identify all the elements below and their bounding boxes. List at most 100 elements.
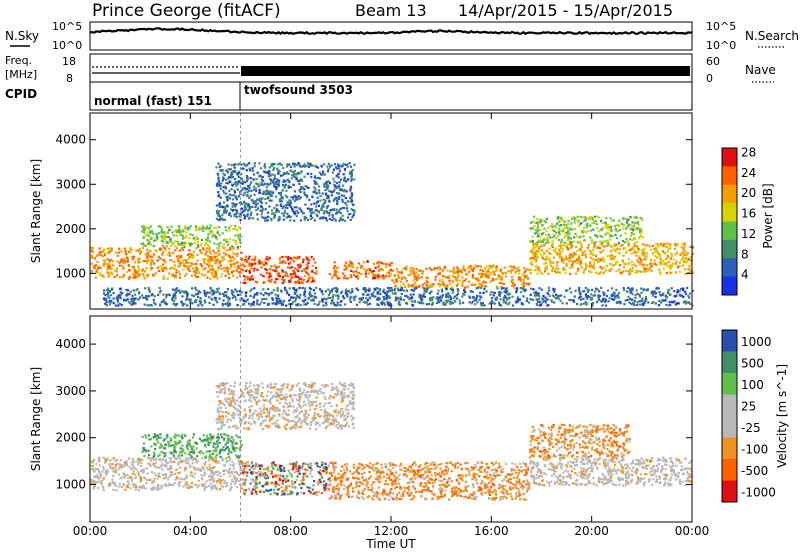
power-colorbar-label: Power [dB] — [761, 183, 775, 248]
noise-left-tick-top: 10^5 — [52, 20, 82, 33]
power-colorbar-segment — [722, 276, 737, 296]
time-tick-label: 00:00 — [675, 524, 710, 538]
velocity-ytick-label: 4000 — [55, 337, 86, 351]
power-colorbar-tick: 4 — [741, 268, 749, 282]
velocity-region-2 — [241, 461, 331, 496]
power-region-1 — [240, 255, 318, 285]
velocity-colorbar-segment — [722, 351, 737, 374]
cpid-label: CPID — [5, 87, 37, 101]
time-tick-label: 16:00 — [474, 524, 509, 538]
freq-panel: Freq. [MHz] 18 8 60 0 Nave — [5, 53, 776, 85]
power-region-5 — [529, 215, 644, 245]
power-colorbar-tick: 16 — [741, 207, 756, 221]
velocity-ytick-label: 1000 — [55, 478, 86, 492]
power-ytick-label: 4000 — [55, 133, 86, 147]
velocity-colorbar-segment — [722, 394, 737, 417]
power-region-2 — [328, 260, 393, 280]
noise-sky-label: N.Sky — [5, 29, 39, 43]
noise-panel: N.Sky 10^5 10^0 10^5 10^0 N.Search — [5, 20, 799, 52]
velocity-y-axis: 1000 2000 3000 4000 — [55, 337, 692, 492]
noise-right-tick-bottom: 10^0 — [706, 39, 736, 52]
power-ylabel: Slant Range [km] — [29, 159, 43, 263]
power-colorbar-segment — [722, 221, 737, 241]
power-region-7 — [215, 162, 356, 222]
velocity-ylabel: Slant Range [km] — [29, 367, 43, 471]
power-region-8 — [102, 286, 694, 307]
power-colorbar-segment — [722, 203, 737, 222]
power-colorbar-segment — [722, 184, 737, 204]
power-panel: 1000 2000 3000 4000 Slant Range [km] — [29, 112, 695, 310]
velocity-colorbar-tick: 500 — [741, 357, 764, 371]
power-colorbar-segment — [722, 239, 737, 259]
velocity-region-1 — [141, 433, 243, 459]
velocity-colorbar-segment — [722, 330, 737, 352]
power-region-0 — [90, 246, 243, 280]
power-colorbar-tick: 28 — [741, 145, 756, 159]
power-colorbar-segment — [722, 148, 737, 167]
power-region-6 — [140, 224, 243, 249]
velocity-colorbar-segment — [722, 480, 737, 503]
cpid-program-2: twofsound 3503 — [244, 83, 353, 97]
power-colorbar-tick: 20 — [741, 186, 756, 200]
velocity-colorbar: 1000 500 100 25 -25 -100 -500 -1000 Velocity [m… — [721, 329, 789, 503]
velocity-heatmap — [90, 316, 694, 522]
velocity-colorbar-segment — [722, 373, 737, 395]
freq-left-tick-top: 18 — [62, 55, 76, 68]
time-axis: 00:00 04:00 08:00 12:00 16:00 20:00 00:00 — [73, 113, 710, 538]
power-region-4 — [529, 242, 695, 276]
velocity-colorbar-tick: -25 — [741, 421, 761, 435]
velocity-region-6 — [215, 381, 356, 431]
cpid-panel: CPID normal (fast) 151 twofsound 3503 — [5, 81, 693, 111]
time-tick-label: 04:00 — [173, 524, 208, 538]
velocity-colorbar-segment — [722, 459, 737, 481]
noise-search-label: N.Search — [745, 29, 799, 43]
power-colorbar-segment — [722, 258, 737, 278]
power-y-axis: 1000 2000 3000 4000 — [55, 133, 692, 280]
time-axis-label: Time UT — [365, 537, 416, 551]
velocity-colorbar-tick: 100 — [741, 378, 764, 392]
velocity-colorbar-tick: -100 — [741, 443, 768, 457]
power-colorbar-tick: 8 — [741, 247, 749, 261]
velocity-ytick-label: 3000 — [55, 384, 86, 398]
power-colorbar-segment — [722, 166, 737, 186]
power-colorbar-tick: 24 — [741, 166, 756, 180]
noise-left-tick-bottom: 10^0 — [52, 39, 82, 52]
freq-right-tick-bottom: 0 — [706, 72, 713, 85]
cpid-program-1: normal (fast) 151 — [94, 94, 212, 108]
time-tick-label: 08:00 — [273, 524, 308, 538]
power-colorbar-tick: 12 — [741, 227, 756, 241]
freq-left-tick-bottom: 8 — [66, 72, 73, 85]
noise-right-tick-top: 10^5 — [706, 20, 736, 33]
velocity-region-5 — [529, 423, 632, 459]
power-region-3 — [391, 264, 531, 289]
power-ytick-label: 3000 — [55, 177, 86, 191]
velocity-panel: 1000 2000 3000 4000 Slant Range [km] — [29, 315, 694, 523]
date-range: 14/Apr/2015 - 15/Apr/2015 — [458, 1, 673, 20]
freq-dense-band — [241, 66, 690, 76]
velocity-colorbar-label: Velocity [m s^-1] — [775, 364, 789, 468]
nave-label: Nave — [745, 63, 776, 77]
velocity-colorbar-tick: 25 — [741, 400, 756, 414]
velocity-region-4 — [529, 456, 694, 487]
beam-label: Beam 13 — [355, 1, 427, 20]
time-tick-label: 20:00 — [574, 524, 609, 538]
velocity-colorbar-tick: -1000 — [741, 486, 776, 500]
station-title: Prince George (fitACF) — [92, 1, 281, 21]
noise-sky-trace — [89, 27, 693, 36]
time-tick-label: 00:00 — [73, 524, 108, 538]
velocity-colorbar-segment — [722, 416, 737, 438]
power-ytick-label: 1000 — [55, 266, 86, 280]
velocity-region-3 — [328, 461, 531, 501]
time-tick-label: 12:00 — [374, 524, 409, 538]
velocity-region-0 — [90, 456, 243, 492]
freq-label-line2: [MHz] — [5, 68, 37, 81]
freq-right-tick-top: 60 — [706, 55, 720, 68]
velocity-ytick-label: 2000 — [55, 431, 86, 445]
freq-label-line1: Freq. — [5, 54, 32, 67]
velocity-colorbar-tick: -500 — [741, 464, 768, 478]
power-heatmap — [90, 113, 695, 309]
velocity-colorbar-tick: 1000 — [741, 335, 772, 349]
power-ytick-label: 2000 — [55, 222, 86, 236]
power-colorbar: 4 8 12 16 20 24 28 Power [dB] — [721, 145, 775, 296]
